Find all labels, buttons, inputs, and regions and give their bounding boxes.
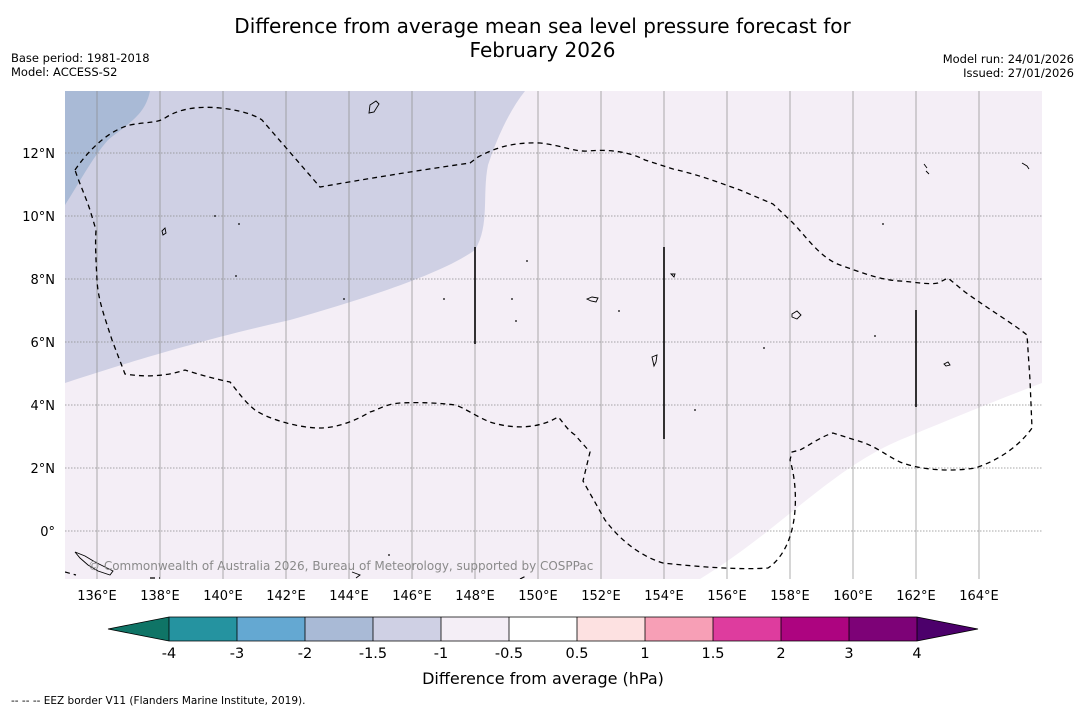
- fill-region-minus2-minus1-5: [65, 91, 150, 205]
- lat-label: 8°N: [31, 273, 56, 288]
- colorbar-title: Difference from average (hPa): [422, 669, 664, 688]
- issued-text: Issued: 27/01/2026: [963, 66, 1074, 80]
- latitude-labels: 12°N 10°N 8°N 6°N 4°N 2°N 0°: [22, 147, 55, 540]
- colorbar-tick-label: 0.5: [565, 646, 588, 662]
- eez-legend-note: -- -- -- EEZ border V11 (Flanders Marine…: [11, 695, 306, 707]
- colorbar-tick-label: 1.5: [701, 646, 724, 662]
- colorbar-tick-label: 3: [844, 646, 853, 662]
- map-title: Difference from average mean sea level p…: [0, 14, 1085, 62]
- islands: [74, 100, 1030, 579]
- lon-label: 160°E: [833, 589, 873, 604]
- lon-label: 140°E: [203, 589, 243, 604]
- lat-label: 0°: [40, 525, 55, 540]
- eez-meridian-segments: [474, 247, 917, 439]
- lon-label: 146°E: [392, 589, 432, 604]
- colorbar-swatch: [509, 617, 577, 641]
- lon-label: 152°E: [581, 589, 621, 604]
- map-title-line1: Difference from average mean sea level p…: [234, 14, 851, 38]
- lon-label: 162°E: [896, 589, 936, 604]
- colorbar-swatch: [237, 617, 305, 641]
- lat-label: 6°N: [31, 336, 56, 351]
- colorbar-tick-label: -0.5: [495, 646, 523, 662]
- colorbar-tick-label: -1.5: [359, 646, 387, 662]
- colorbar-swatch: [169, 617, 237, 641]
- colorbar-tick-label: -2: [298, 646, 312, 662]
- lat-label: 2°N: [31, 462, 56, 477]
- colorbar-swatch: [781, 617, 849, 641]
- colorbar-swatch: [305, 617, 373, 641]
- colorbar-tick-label: -4: [162, 646, 176, 662]
- model-text: Model: ACCESS-S2: [11, 65, 118, 79]
- lat-label: 12°N: [22, 147, 55, 162]
- lat-label: 4°N: [31, 399, 56, 414]
- lon-label: 142°E: [266, 589, 306, 604]
- base-info: Base period: 1981-2018 Model: ACCESS-S2: [11, 51, 150, 79]
- eez-border: [74, 106, 1033, 570]
- colorbar-swatch: [441, 617, 509, 641]
- lon-label: 136°E: [77, 589, 117, 604]
- colorbar-swatch: [645, 617, 713, 641]
- lon-label: 156°E: [707, 589, 747, 604]
- lon-label: 154°E: [644, 589, 684, 604]
- colorbar-extend-high: [917, 617, 978, 641]
- eez-border-west-edge: [65, 571, 160, 579]
- lon-label: 144°E: [329, 589, 369, 604]
- colorbar-tick-label: -3: [230, 646, 244, 662]
- lat-label: 10°N: [22, 210, 55, 225]
- colorbar-extend-low: [108, 617, 169, 641]
- lon-label: 150°E: [518, 589, 558, 604]
- colorbar-tick-label: 4: [912, 646, 921, 662]
- colorbar: -4 -3 -2 -1.5 -1 -0.5 0.5 1 1.5 2 3 4 Di…: [107, 616, 979, 688]
- fill-region-near-zero: [700, 383, 1042, 579]
- base-period-text: Base period: 1981-2018: [11, 51, 150, 65]
- run-info: Model run: 24/01/2026 Issued: 27/01/2026: [943, 52, 1074, 80]
- lon-label: 148°E: [455, 589, 495, 604]
- colorbar-tick-label: 1: [640, 646, 649, 662]
- map-title-line2: February 2026: [469, 38, 616, 62]
- colorbar-swatch: [577, 617, 645, 641]
- eez-border-south: [519, 574, 529, 579]
- colorbar-swatch: [849, 617, 917, 641]
- lon-label: 164°E: [959, 589, 999, 604]
- fill-region-minus1-5-minus1: [65, 91, 525, 383]
- lon-label: 158°E: [770, 589, 810, 604]
- graticule: [65, 91, 1042, 579]
- colorbar-swatch: [713, 617, 781, 641]
- map-plot-area: © Commonwealth of Australia 2026, Bureau…: [65, 91, 1042, 579]
- islets: [214, 215, 884, 556]
- colorbar-tick-label: -1: [434, 646, 448, 662]
- colorbar-swatch: [373, 617, 441, 641]
- longitude-labels: 136°E 138°E 140°E 142°E 144°E 146°E 148°…: [77, 589, 999, 604]
- colorbar-tick-label: 2: [776, 646, 785, 662]
- copyright-text: © Commonwealth of Australia 2026, Bureau…: [88, 559, 593, 573]
- lon-label: 138°E: [140, 589, 180, 604]
- model-run-text: Model run: 24/01/2026: [942, 52, 1074, 66]
